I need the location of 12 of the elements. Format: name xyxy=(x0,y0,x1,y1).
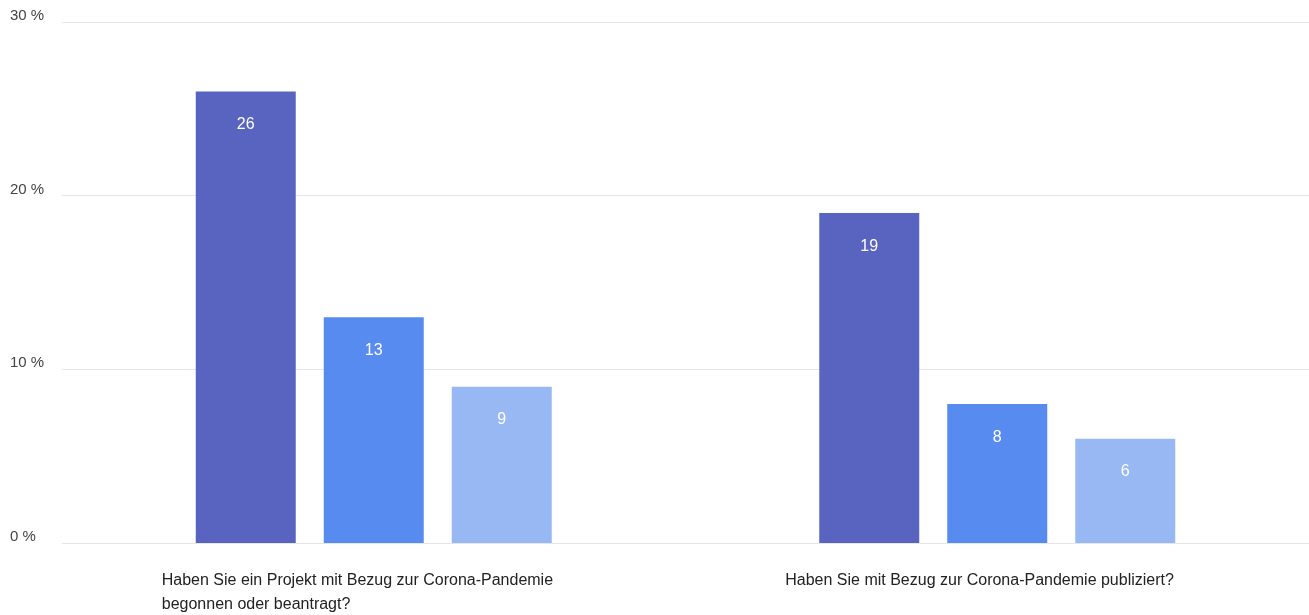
data-label: 6 xyxy=(1120,462,1130,480)
data-label: 26 xyxy=(236,114,255,132)
y-tick-label: 20 % xyxy=(10,179,45,197)
y-tick-label: 10 % xyxy=(10,353,45,371)
y-tick-label: 30 % xyxy=(10,6,45,23)
data-label: 13 xyxy=(364,340,383,358)
data-label: 8 xyxy=(992,427,1002,445)
x-tick-label: Haben Sie mit Bezug zur Corona-Pandemie publiziert? xyxy=(785,570,1174,588)
y-tick-label: 0 % xyxy=(10,527,36,544)
data-label: 19 xyxy=(860,236,879,254)
x-tick-label: Haben Sie ein Projekt mit Bezug zur Corona-Pandemie begonnen oder beantragt? xyxy=(161,570,558,612)
data-label: 9 xyxy=(497,410,507,428)
